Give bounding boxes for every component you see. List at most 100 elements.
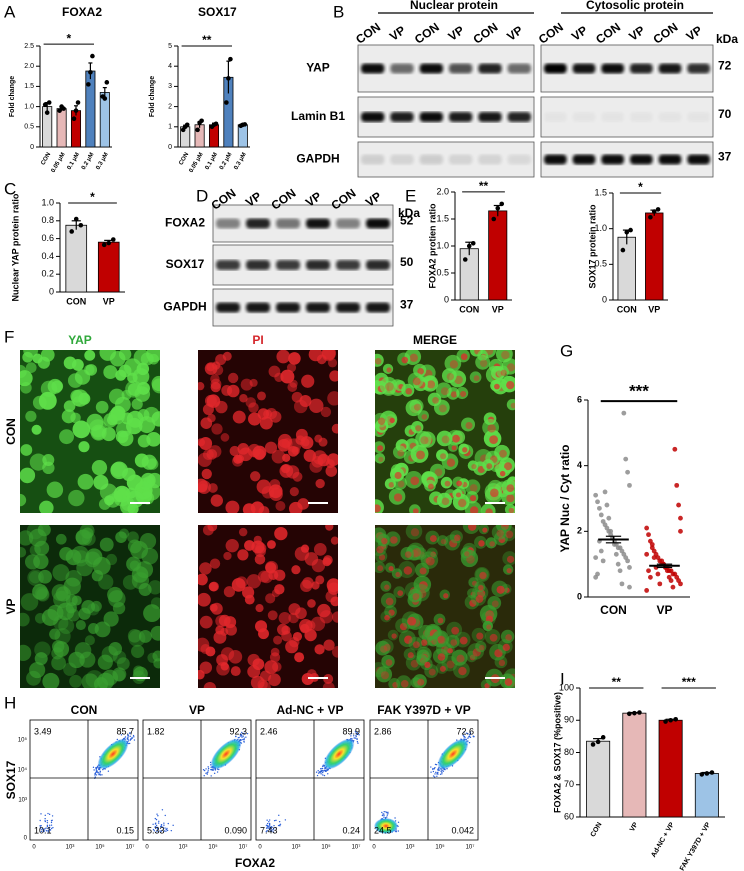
cell: [380, 580, 392, 592]
event: [211, 769, 213, 771]
nucleus: [285, 465, 300, 479]
cell: [84, 350, 96, 361]
blot-band: [276, 260, 300, 270]
channel-label: MERGE: [413, 333, 457, 347]
nucleus: [198, 592, 211, 607]
blot-band: [246, 302, 270, 313]
nucleus: [257, 679, 268, 688]
nucleus: [255, 542, 267, 554]
event: [468, 734, 471, 736]
blot-band: [544, 112, 567, 122]
significance-label: *: [638, 180, 643, 194]
nucleus: [206, 363, 215, 372]
nucleus: [504, 678, 513, 686]
nucleus: [385, 659, 393, 666]
cell: [52, 564, 70, 582]
cell: [81, 532, 96, 546]
nucleus: [458, 666, 467, 676]
cell: [415, 431, 432, 448]
nucleus: [440, 453, 447, 460]
quadrant-value: 0.090: [224, 825, 247, 835]
nucleus: [437, 635, 445, 644]
event: [272, 831, 274, 833]
data-point: [644, 525, 650, 531]
x-tick-label: Ad-NC + VP: [650, 821, 676, 859]
event: [356, 741, 359, 743]
nucleus: [307, 599, 316, 608]
nucleus: [220, 433, 230, 442]
event: [155, 822, 157, 824]
nucleus: [431, 639, 437, 645]
nucleus: [389, 417, 395, 424]
y-tick-label: 2.0: [24, 63, 34, 70]
event: [94, 776, 97, 778]
nucleus: [332, 611, 338, 623]
y-tick-label: 0: [577, 591, 582, 601]
cell: [47, 378, 63, 394]
cell: [41, 608, 59, 626]
nucleus: [264, 560, 278, 574]
lane-label: CON: [593, 20, 623, 47]
nucleus: [288, 446, 299, 457]
nucleus: [246, 574, 262, 589]
nucleus: [327, 453, 338, 466]
event: [440, 770, 442, 772]
x-tick-label: 0: [372, 845, 376, 851]
nucleus: [486, 463, 493, 470]
nucleus: [319, 610, 334, 624]
event: [355, 735, 357, 738]
nucleus: [407, 616, 417, 626]
nucleus: [385, 382, 394, 392]
event: [160, 830, 163, 832]
density: [374, 818, 398, 834]
event: [156, 813, 158, 815]
y-tick-label: 2.5: [24, 43, 34, 50]
nucleus: [469, 654, 476, 661]
data-point: [604, 502, 610, 508]
nucleus: [315, 478, 325, 489]
nucleus: [449, 360, 459, 369]
y-tick-label: 1.5: [594, 187, 607, 197]
nucleus: [384, 584, 390, 590]
nucleus: [210, 374, 220, 384]
cell: [475, 641, 487, 653]
y-tick-label: 4: [577, 460, 582, 470]
y-axis-label: Fold change: [149, 76, 156, 117]
cell: [46, 481, 64, 499]
event: [356, 732, 359, 734]
event: [438, 769, 440, 772]
event: [352, 735, 355, 737]
nucleus: [412, 508, 419, 513]
blot-band: [573, 112, 596, 122]
quadrant-value: 3.49: [34, 726, 52, 736]
nucleus: [487, 424, 496, 433]
cell: [105, 553, 118, 566]
cell: [39, 500, 54, 513]
nucleus: [459, 636, 468, 645]
event: [432, 770, 435, 773]
event: [155, 824, 158, 827]
y-axis-label: FOXA2 & SOX17 (%positive): [552, 692, 562, 813]
blot-band: [366, 218, 390, 229]
data-point: [595, 571, 600, 577]
nucleus: [264, 660, 279, 675]
event: [162, 826, 164, 829]
nucleus: [510, 402, 515, 409]
event: [94, 773, 97, 775]
data-point: [649, 542, 655, 547]
nucleus: [330, 536, 338, 545]
cell: [38, 569, 52, 584]
nucleus: [482, 527, 488, 533]
x-tick-label: CON: [459, 304, 479, 314]
event: [381, 814, 384, 817]
cell: [99, 537, 114, 552]
nucleus: [285, 640, 299, 654]
event: [465, 732, 468, 734]
data-point: [620, 247, 626, 253]
cell: [95, 400, 109, 414]
nucleus: [443, 593, 449, 599]
cell: [20, 370, 33, 387]
nucleus: [291, 565, 301, 575]
x-tick-label: 0.05 μM: [50, 152, 66, 174]
event: [164, 814, 166, 817]
